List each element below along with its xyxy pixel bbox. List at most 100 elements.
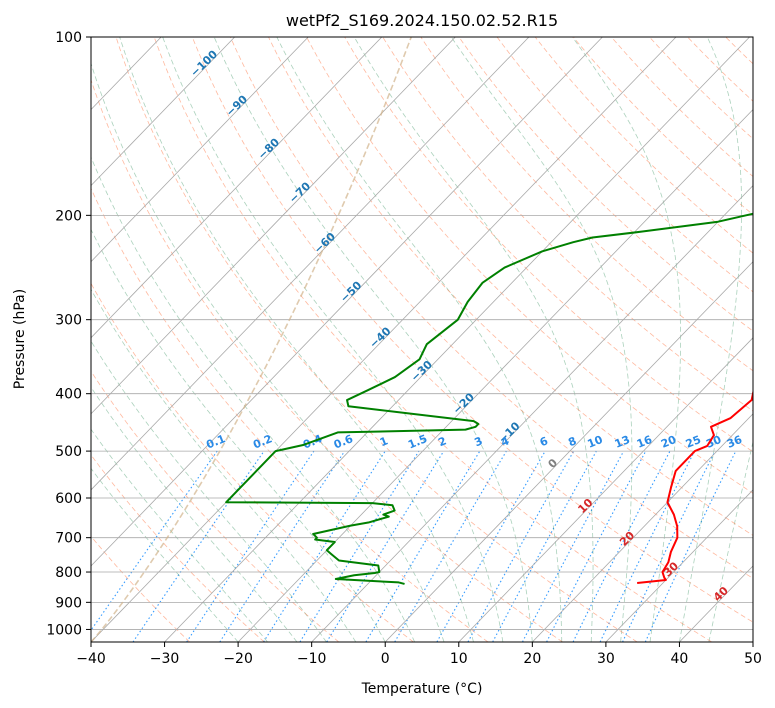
dry-adiabat-line	[496, 37, 753, 293]
moist-adiabat-line	[91, 156, 416, 642]
dry-adiabat-line	[91, 282, 414, 642]
isotherm-line	[164, 37, 750, 642]
mixing-ratio-line	[521, 450, 625, 642]
mixing-ratio-line	[436, 450, 546, 642]
mixing-ratio-label: 20	[659, 433, 678, 451]
mixing-ratio-label: 25	[684, 433, 703, 451]
isotherm-line	[91, 37, 383, 339]
x-tick-label: 0	[381, 651, 390, 667]
mixing-ratio-lines	[91, 450, 737, 642]
mixing-ratio-label: 2	[436, 434, 448, 449]
mixing-ratio-label: 13	[613, 433, 632, 451]
isotherm-line	[91, 37, 530, 491]
moist-adiabat-line	[213, 37, 533, 642]
moist-adiabat-line	[276, 37, 563, 642]
temperature-profile-line	[637, 388, 753, 585]
isotherm-line	[91, 37, 235, 187]
mixing-ratio-label: 30	[704, 433, 723, 451]
pressure-gridlines	[91, 37, 753, 630]
dewpoint-profile-line	[225, 212, 753, 585]
x-tick-label: 20	[523, 651, 541, 667]
dry-adiabat-line	[534, 37, 753, 254]
mixing-ratio-line	[186, 450, 315, 642]
x-axis-label: Temperature (°C)	[361, 681, 483, 697]
dry-adiabat-line	[91, 535, 190, 642]
moist-adiabat-line	[91, 288, 357, 642]
isotherm-line	[237, 108, 753, 642]
y-tick-label: 200	[55, 208, 82, 224]
y-tick-label: 600	[55, 491, 82, 507]
moist-adiabat-line	[353, 37, 594, 642]
dry-adiabats	[91, 37, 753, 642]
isotherm-line	[91, 37, 309, 263]
x-tick-label: 50	[744, 651, 762, 667]
mixing-ratio-line	[219, 450, 346, 642]
mixing-ratio-line	[572, 450, 671, 642]
isotherm-line	[458, 337, 753, 642]
isotherm-line	[91, 37, 456, 415]
isotherms	[91, 37, 753, 642]
mixing-ratio-label: 3	[473, 434, 485, 449]
x-tick-label: −30	[150, 651, 180, 667]
moist-adiabat-line	[91, 428, 268, 642]
x-tick-label: −10	[297, 651, 327, 667]
x-axis-ticks: −40 −30 −20 −10 0 10 20 30 40 50	[76, 642, 762, 667]
moist-adiabat-line	[91, 228, 386, 642]
mixing-ratio-label: 16	[635, 433, 654, 451]
mixing-ratio-label: 8	[566, 434, 578, 449]
isotherm-line	[91, 37, 677, 642]
moist-adiabat-line	[91, 340, 327, 642]
dry-adiabat-line	[91, 187, 489, 642]
dry-adiabat-line	[382, 37, 753, 412]
y-tick-label: 300	[55, 313, 82, 329]
chart-title: wetPf2_S169.2024.150.02.52.R15	[286, 11, 558, 31]
mixing-ratio-label: 1	[378, 434, 390, 449]
y-tick-label: 400	[55, 387, 82, 403]
mixing-ratio-line	[132, 450, 265, 642]
dry-adiabat-line	[91, 78, 563, 642]
x-tick-label: 30	[597, 651, 615, 667]
moist-adiabat-line	[91, 386, 298, 642]
x-tick-label: −40	[76, 651, 106, 667]
dry-adiabat-line	[229, 37, 753, 579]
isotherm-line	[91, 37, 603, 567]
moist-adiabat-line	[91, 467, 239, 642]
isotherm-line	[532, 413, 753, 642]
plot-frame	[90, 36, 754, 643]
y-tick-label: 900	[55, 595, 82, 611]
y-tick-label: 700	[55, 531, 82, 547]
isotherm-line	[311, 185, 753, 642]
y-tick-label: 100	[55, 30, 82, 46]
mixing-ratio-line	[467, 450, 575, 642]
isotherm-line	[605, 489, 753, 642]
mixing-ratio-label: 36	[725, 433, 744, 451]
y-axis-label: Pressure (hPa)	[12, 289, 28, 389]
moist-adiabat-line	[119, 37, 474, 642]
plot-background	[91, 37, 753, 642]
mixing-ratio-line	[263, 450, 386, 642]
y-tick-label: 1000	[46, 622, 82, 638]
moist-adiabat-line	[162, 37, 504, 642]
isotherm-line	[384, 261, 753, 642]
dry-adiabat-line	[153, 37, 712, 642]
moist-adiabat-line	[450, 37, 633, 642]
plot-area: −100−90−80−70−60−50−40−30−20−10010203040…	[91, 37, 753, 642]
y-tick-label: 500	[55, 444, 82, 460]
x-tick-label: −20	[223, 651, 253, 667]
moist-adiabats	[91, 37, 753, 642]
y-axis-ticks: 100 200 300 400 500 600 700 800 900 1000	[46, 30, 91, 638]
dry-adiabat-line	[420, 37, 753, 372]
moist-adiabat-line	[91, 62, 445, 642]
mixing-ratio-label: 10	[586, 433, 605, 451]
x-tick-label: 10	[450, 651, 468, 667]
dry-adiabat-line	[611, 37, 753, 178]
mixing-ratio-line	[91, 450, 218, 632]
dry-adiabat-line	[115, 37, 638, 642]
profile-series	[225, 212, 753, 585]
dry-adiabat-line	[191, 37, 753, 623]
y-tick-label: 800	[55, 565, 82, 581]
mixing-ratio-line	[326, 450, 445, 642]
x-tick-label: 40	[671, 651, 689, 667]
moist-adiabat-line	[679, 37, 742, 642]
